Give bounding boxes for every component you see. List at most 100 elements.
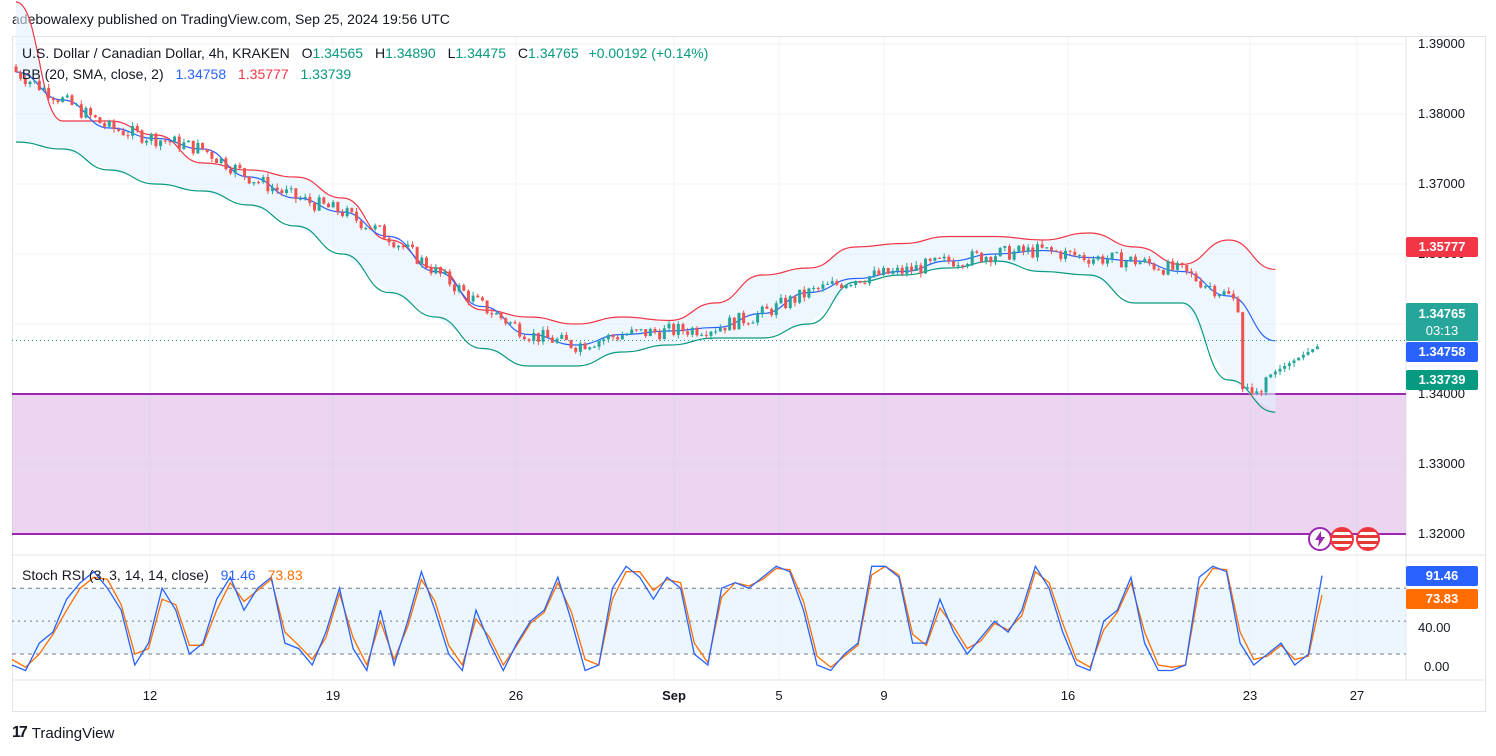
price-tick-label: 1.33000	[1418, 456, 1465, 471]
candle-body	[1213, 285, 1217, 297]
candle-body	[919, 265, 923, 274]
us-flag-icon[interactable]	[1330, 527, 1354, 551]
candle-body	[574, 347, 578, 352]
candle-body	[788, 296, 792, 308]
candle-body	[994, 256, 997, 263]
time-tick-label: 26	[509, 688, 523, 703]
candle-body	[527, 339, 531, 341]
time-tick-label: 27	[1350, 688, 1364, 703]
candle-body	[550, 337, 554, 343]
us-flag-icon-2[interactable]	[1356, 527, 1380, 551]
stoch-d-value: 73.83	[267, 567, 303, 583]
time-tick-label: 5	[775, 688, 782, 703]
candle-body	[1152, 263, 1156, 270]
candle-body	[1278, 368, 1282, 372]
candle-body	[1115, 252, 1119, 254]
candle-body	[555, 338, 559, 343]
candle-body	[816, 287, 820, 289]
candle-body	[65, 95, 69, 98]
candle-body	[1311, 349, 1315, 352]
close-label: C	[517, 45, 529, 61]
candle-body	[826, 284, 830, 286]
candle-body	[709, 331, 713, 336]
candle-body	[229, 169, 233, 174]
event-lightning-icon[interactable]	[1308, 527, 1332, 551]
candle-body	[56, 100, 60, 102]
candle-body	[1264, 377, 1268, 393]
candle-body	[392, 242, 396, 248]
candle-body	[900, 267, 904, 274]
candle-body	[224, 158, 228, 170]
candle-body	[928, 258, 932, 261]
candle-body	[1199, 281, 1203, 288]
last-price-value: 1.34765	[1418, 306, 1466, 321]
candle-body	[1003, 246, 1007, 248]
candle-body	[1171, 261, 1175, 270]
candle-body	[173, 136, 177, 143]
candle-body	[597, 341, 601, 347]
stoch-label: Stoch RSI (3, 3, 14, 14, close)	[22, 567, 209, 583]
candle-body	[938, 257, 942, 259]
candle-body	[434, 267, 438, 274]
bb-upper-line	[15, 1, 1276, 325]
candle-body	[1082, 255, 1086, 260]
candle-body	[681, 324, 685, 332]
price-tick-label: 1.39000	[1418, 36, 1465, 51]
candle-body	[471, 295, 475, 302]
candle-body	[695, 327, 699, 336]
support-zone	[12, 393, 1406, 535]
candle-body	[718, 327, 722, 332]
candle-body	[634, 329, 638, 331]
candle-body	[821, 284, 825, 289]
candle-body	[1096, 256, 1100, 260]
candle-body	[121, 130, 125, 136]
candle-body	[522, 336, 526, 340]
change-value: +0.00192 (+0.14%)	[588, 45, 709, 61]
candle-body	[667, 323, 671, 329]
candle-body	[89, 108, 93, 116]
candle-body	[1189, 271, 1193, 274]
stoch-tick-label: 40.00	[1418, 620, 1451, 635]
candle-body	[387, 238, 391, 243]
candle-body	[686, 331, 690, 335]
candle-body	[336, 202, 340, 213]
candle-body	[145, 140, 149, 143]
candle-body	[327, 203, 331, 208]
candle-body	[606, 335, 610, 340]
footer-brand[interactable]: 17 TradingView	[12, 724, 114, 742]
tradingview-logo-icon: 17	[12, 724, 28, 741]
candle-body	[149, 133, 153, 141]
stoch-rsi-pane	[11, 564, 1406, 673]
candle-body	[1143, 258, 1147, 263]
candle-body	[784, 297, 788, 308]
candle-body	[429, 267, 433, 274]
candle-body	[765, 306, 769, 309]
candle-body	[1161, 269, 1165, 275]
candle-body	[28, 81, 32, 85]
candle-body	[644, 329, 648, 337]
candle-body	[98, 117, 102, 124]
open-label: O	[301, 45, 313, 61]
candle-body	[863, 282, 867, 284]
candle-body	[196, 142, 200, 154]
bollinger-bands	[12, 1, 1406, 413]
candle-body	[611, 335, 615, 338]
candle-body	[998, 247, 1002, 257]
candle-body	[1068, 250, 1072, 252]
candle-body	[1245, 387, 1249, 390]
candle-body	[774, 303, 778, 315]
candle-body	[984, 256, 988, 262]
candle-body	[345, 208, 349, 217]
close-value: 1.34765	[528, 45, 579, 61]
candle-body	[504, 318, 508, 324]
candle-body	[676, 324, 680, 335]
candle-body	[424, 257, 428, 268]
candle-body	[840, 284, 844, 289]
candle-body	[499, 313, 503, 319]
candle-body	[401, 245, 405, 248]
candle-body	[956, 265, 960, 267]
candle-body	[79, 104, 83, 118]
candle-body	[285, 189, 289, 193]
high-label: H	[374, 45, 386, 61]
